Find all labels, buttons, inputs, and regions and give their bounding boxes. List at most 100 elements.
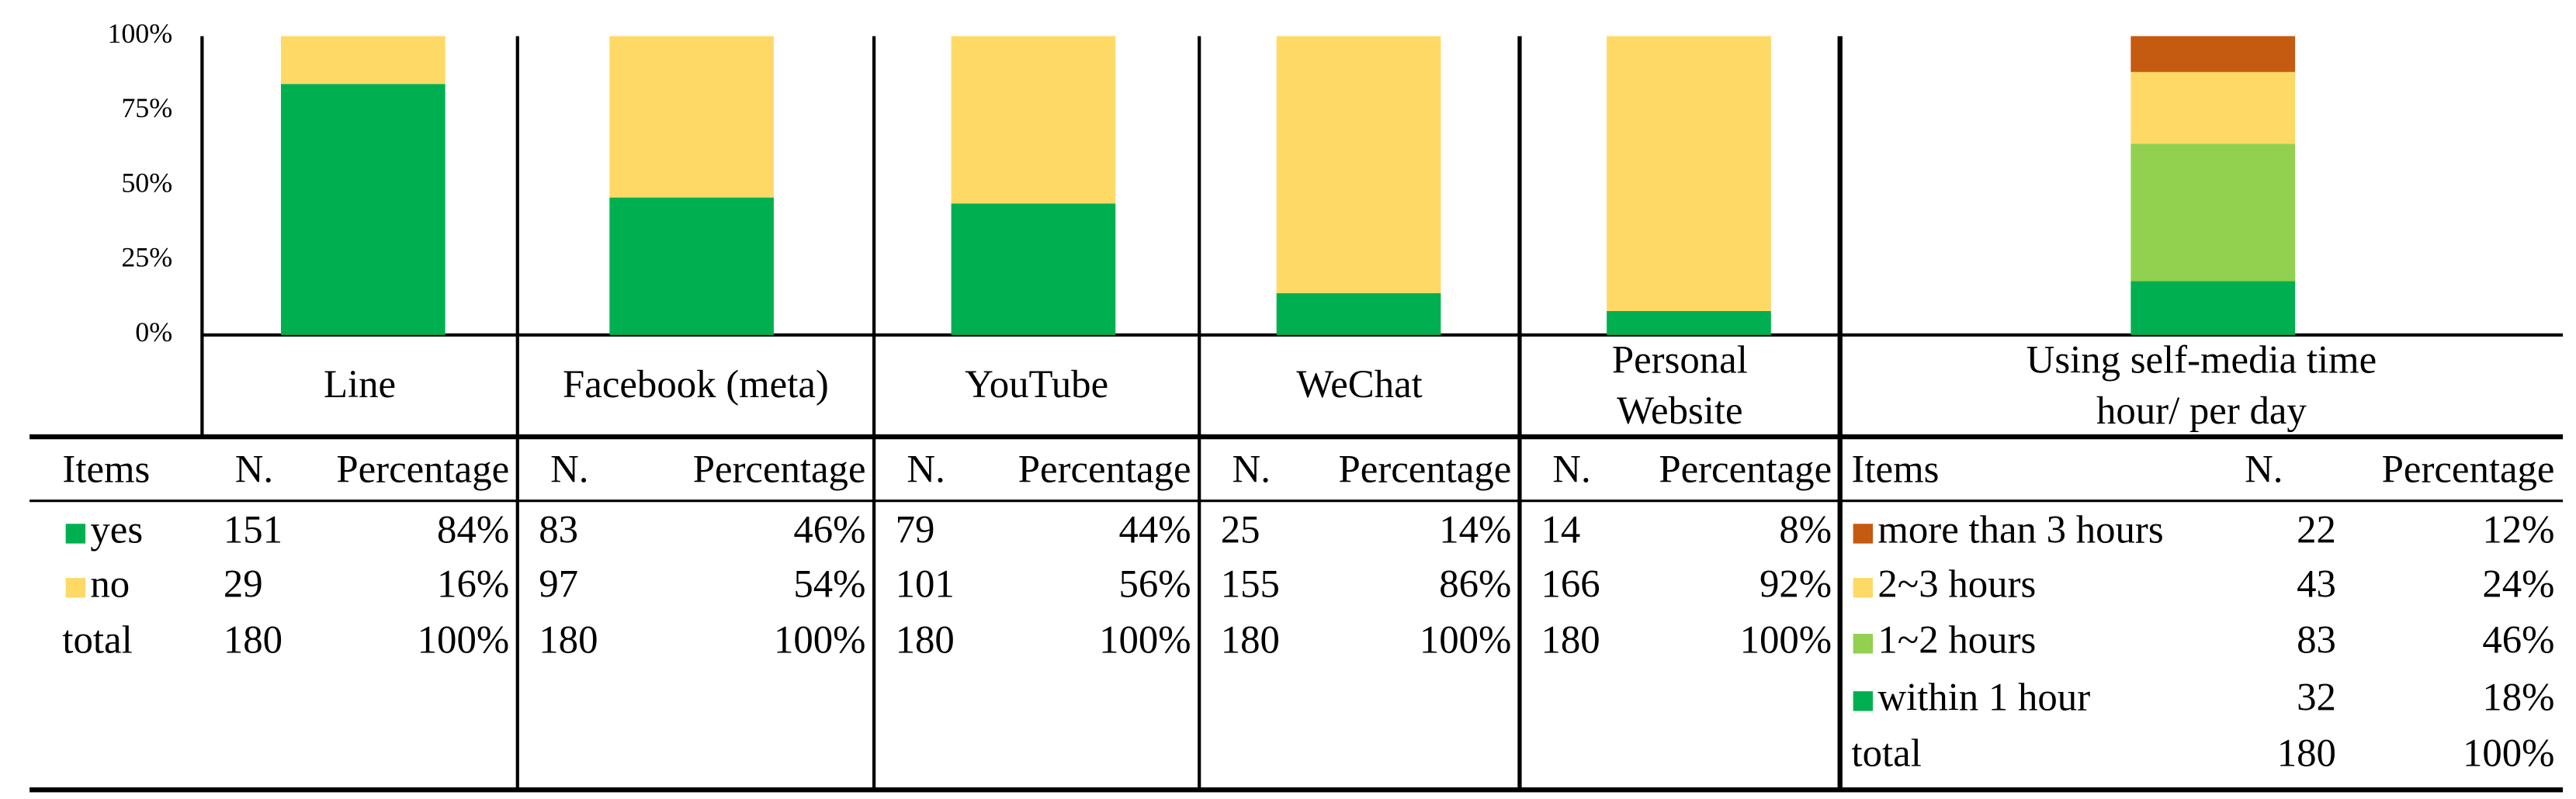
bar-segment [1276,36,1441,293]
table-cell: 25 [1221,508,1260,552]
column-header: Facebook (meta) [563,365,829,408]
table-header: Percentage [1339,447,1512,490]
y-tick-label: 75% [121,92,172,123]
column-header-text: YouTube [965,365,1109,408]
table-cell: 100% [1420,617,1512,661]
table-cell: 14% [1439,508,1511,552]
table-cell: 44% [1118,508,1191,552]
row-label: total [62,617,132,661]
column-header-text: Facebook (meta) [563,365,829,408]
table-cell: 155 [1221,562,1280,605]
column-header-text: Personal Website [1611,339,1748,434]
table-cell: 101 [896,562,955,605]
table-header: N. [2245,447,2283,490]
table-cell: 100% [418,617,510,661]
table-cell: 43 [2297,562,2336,605]
bar-segment [609,197,774,335]
bar-segment [609,36,774,198]
table-cell: 46% [2482,617,2554,661]
table-cell: 166 [1541,562,1600,605]
bar-segment [2130,71,2296,144]
table-cell: 54% [793,562,865,605]
table-cell: 29 [224,562,263,605]
table-header: N. [907,447,945,490]
legend-swatch [1853,691,1874,711]
row-label: 1~2 hours [1877,617,2036,661]
row-label: no [90,562,130,605]
table-header: Percentage [1018,447,1191,490]
table-header: N. [235,447,273,490]
legend-swatch [65,578,86,598]
y-tick-label: 100% [107,18,172,49]
table-cell: 46% [793,508,865,552]
table-header: N. [1233,447,1271,490]
legend-swatch [1853,524,1874,544]
row-label: 2~3 hours [1877,562,2036,605]
table-cell: 14 [1541,508,1580,552]
table-cell: 32 [2297,675,2336,718]
bar-segment [951,36,1116,204]
table-cell: 100% [1740,617,1832,661]
table-cell: 12% [2482,508,2554,552]
table-cell: 8% [1779,508,1832,552]
bar-segment [2130,281,2296,335]
row-label: total [1852,731,1922,774]
table-cell: 92% [1760,562,1832,605]
table-header: N. [1552,447,1590,490]
table-cell: 16% [437,562,509,605]
table-cell: 180 [224,617,283,661]
bar-segment [951,203,1116,335]
table-cell: 18% [2482,675,2554,718]
row-label: yes [90,508,143,552]
bar-segment [1607,310,1771,335]
table-cell: 24% [2482,562,2554,605]
table-cell: 79 [896,508,935,552]
bar-segment [280,36,446,85]
table-header: Percentage [2382,447,2555,490]
legend-swatch [65,524,86,544]
column-header: Line [323,365,397,408]
column-header-text: WeChat [1296,365,1423,408]
column-header: WeChat [1296,365,1423,408]
table-cell: 180 [896,617,955,661]
table-cell: 84% [437,508,509,552]
table-cell: 151 [224,508,283,552]
table-cell: 22 [2297,508,2336,552]
table-cell: 180 [1541,617,1600,661]
column-header: Using self-media time hour/ per day [2026,339,2377,434]
column-header-text: Line [323,365,397,408]
y-tick-label: 0% [135,316,172,348]
table-cell: 100% [1099,617,1191,661]
row-label: more than 3 hours [1877,508,2163,552]
table-header: Items [1852,447,1940,490]
table-cell: 97 [539,562,578,605]
bar-segment [2130,36,2296,72]
table-cell: 86% [1439,562,1511,605]
table-header: Percentage [693,447,866,490]
table-header: N. [550,447,588,490]
bar-segment [280,84,446,335]
y-tick-label: 25% [121,242,172,273]
table-cell: 180 [539,617,598,661]
legend-swatch [1853,578,1874,598]
table-header: Items [62,447,150,490]
table-cell: 100% [2463,731,2555,774]
table-cell: 56% [1118,562,1191,605]
table-cell: 83 [2297,617,2336,661]
table-header: Percentage [336,447,509,490]
table-cell: 180 [1221,617,1280,661]
table-cell: 100% [774,617,866,661]
y-tick-label: 50% [121,167,172,198]
column-header-text: Using self-media time hour/ per day [2026,339,2377,434]
table-header: Percentage [1659,447,1832,490]
column-header: Personal Website [1611,339,1748,434]
bar-segment [2130,144,2296,282]
row-label: within 1 hour [1877,675,2090,718]
table-cell: 180 [2277,731,2336,774]
table-lines [29,36,2564,793]
bar-segment [1607,36,1771,311]
bar-segment [1276,292,1441,335]
table-cell: 83 [539,508,578,552]
legend-swatch [1853,634,1874,654]
